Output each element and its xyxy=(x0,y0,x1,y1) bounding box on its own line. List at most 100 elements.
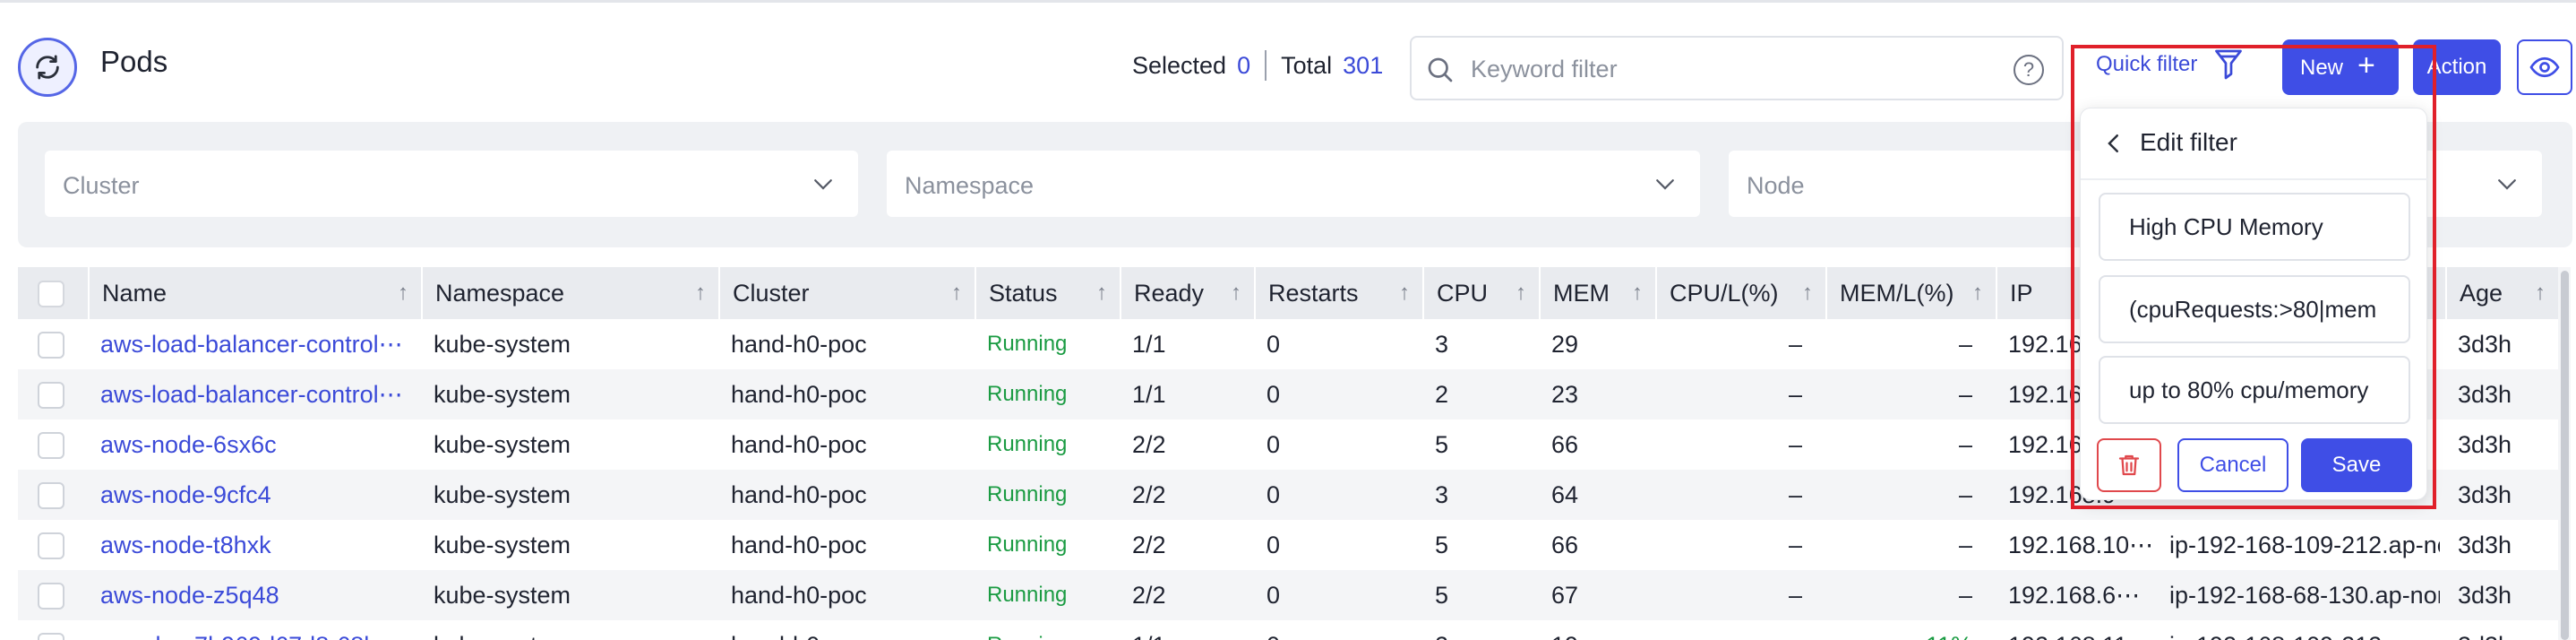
arrow-up-icon[interactable]: ↑ xyxy=(1231,281,1241,305)
column-header-cpu[interactable]: CPU ↑ xyxy=(1422,267,1539,319)
restarts-cell: 0 xyxy=(1267,331,1281,358)
column-header-status[interactable]: Status ↑ xyxy=(975,267,1120,319)
ready-cell: 1/1 xyxy=(1132,620,1249,640)
arrow-up-icon[interactable]: ↑ xyxy=(1516,281,1526,305)
table-row[interactable]: coredns-7b969d67d8-68h kube-system hand-h0… xyxy=(18,620,2558,640)
row-checkbox[interactable] xyxy=(38,382,64,409)
row-checkbox[interactable] xyxy=(38,432,64,459)
refresh-button[interactable] xyxy=(18,38,77,97)
plus-icon: + xyxy=(2357,48,2375,82)
mem-limit-cell: 11% xyxy=(1838,620,1990,640)
new-button[interactable]: New + xyxy=(2282,39,2399,95)
namespace-cell: kube-system xyxy=(434,620,713,640)
pod-name-link[interactable]: aws-node-z5q48 xyxy=(100,582,279,609)
cpu-limit-cell: – xyxy=(1788,381,1802,408)
arrow-up-icon[interactable]: ↑ xyxy=(1802,281,1813,305)
arrow-up-icon[interactable]: ↑ xyxy=(1972,281,1983,305)
restarts-cell: 0 xyxy=(1267,431,1281,458)
cpu-limit-cell: – xyxy=(1788,582,1802,609)
cluster-select[interactable]: Cluster xyxy=(45,151,858,217)
row-checkbox[interactable] xyxy=(38,332,64,359)
filter-description-field[interactable]: up to 80% cpu/memory xyxy=(2099,356,2410,424)
column-header-mem-limit[interactable]: MEM/L(%) ↑ xyxy=(1825,267,1996,319)
node-cell: ip-192-168-109-212.ap-nor xyxy=(2169,620,2440,640)
action-button[interactable]: Action xyxy=(2413,39,2501,95)
ready-cell: 2/2 xyxy=(1132,481,1166,508)
save-button[interactable]: Save xyxy=(2301,438,2412,492)
table-row[interactable]: aws-node-t8hxk kube-system hand-h0-poc Runn… xyxy=(18,520,2558,570)
filter-query-field[interactable]: (cpuRequests:>80|mem xyxy=(2099,275,2410,343)
table-row[interactable]: aws-node-z5q48 kube-system hand-h0-poc Runn… xyxy=(18,570,2558,620)
pod-name-link[interactable]: aws-load-balancer-control⋯ xyxy=(100,331,403,358)
cpu-cell: 5 xyxy=(1435,431,1449,458)
row-checkbox[interactable] xyxy=(38,532,64,559)
column-header-age[interactable]: Age ↑ xyxy=(2445,267,2558,319)
ready-cell: 2/2 xyxy=(1132,431,1166,458)
row-select-cell xyxy=(18,319,88,369)
cancel-button[interactable]: Cancel xyxy=(2177,438,2288,492)
select-all-checkbox[interactable] xyxy=(38,281,64,307)
popover-title: Edit filter xyxy=(2140,128,2237,156)
arrow-up-icon[interactable]: ↑ xyxy=(951,281,962,305)
arrow-up-icon[interactable]: ↑ xyxy=(1096,281,1107,305)
arrow-up-icon[interactable]: ↑ xyxy=(695,281,706,305)
column-header-mem[interactable]: MEM ↑ xyxy=(1539,267,1655,319)
cpu-cell: 2 xyxy=(1435,381,1449,408)
filter-name-field[interactable]: High CPU Memory xyxy=(2099,193,2410,261)
cluster-placeholder: Cluster xyxy=(63,172,140,199)
node-cell: ip-192-168-109-212.ap-nor xyxy=(2169,532,2440,558)
age-cell: 3d3h xyxy=(2458,481,2512,508)
pod-name-link[interactable]: aws-load-balancer-control⋯ xyxy=(100,381,403,408)
top-divider xyxy=(0,0,2576,3)
column-label: CPU xyxy=(1437,280,1489,307)
column-label: MEM/L(%) xyxy=(1840,280,1954,307)
column-header-restarts[interactable]: Restarts ↑ xyxy=(1254,267,1422,319)
help-icon[interactable]: ? xyxy=(2014,55,2044,85)
namespace-cell: kube-system xyxy=(434,481,571,508)
chevron-left-icon[interactable] xyxy=(2100,130,2127,157)
column-header-cluster[interactable]: Cluster ↑ xyxy=(718,267,975,319)
restarts-cell: 0 xyxy=(1267,620,1417,640)
ready-cell: 2/2 xyxy=(1132,582,1166,609)
mem-cell: 19 xyxy=(1551,620,1650,640)
column-header-cpu-limit[interactable]: CPU/L(%) ↑ xyxy=(1655,267,1825,319)
arrow-up-icon[interactable]: ↑ xyxy=(398,281,408,305)
column-header-ip[interactable]: IP xyxy=(1996,267,2157,319)
arrow-up-icon[interactable]: ↑ xyxy=(1632,281,1643,305)
column-header-name[interactable]: Name ↑ xyxy=(88,267,421,319)
page-header: Pods Selected 0 Total 301 Keyword filter… xyxy=(0,18,2576,111)
scrollbar-thumb[interactable] xyxy=(2561,271,2569,640)
namespace-cell: kube-system xyxy=(434,431,571,458)
column-header-namespace[interactable]: Namespace ↑ xyxy=(421,267,718,319)
cpu-cell: 3 xyxy=(1435,481,1449,508)
delete-filter-button[interactable] xyxy=(2097,438,2161,492)
ip-cell: 192.168.11 xyxy=(2008,620,2151,640)
pod-name-link[interactable]: aws-node-6sx6c xyxy=(100,431,277,458)
quick-filter-link[interactable]: Quick filter xyxy=(2096,52,2198,76)
vertical-scrollbar[interactable] xyxy=(2558,267,2571,640)
view-toggle-button[interactable] xyxy=(2517,39,2572,95)
cpu-limit-cell xyxy=(1668,620,1820,640)
funnel-icon[interactable] xyxy=(2212,47,2245,82)
chevron-down-icon xyxy=(1656,179,1674,190)
status-cell: Running xyxy=(987,583,1068,607)
row-select-cell xyxy=(18,620,88,640)
row-checkbox[interactable] xyxy=(38,482,64,509)
arrow-up-icon[interactable]: ↑ xyxy=(2535,281,2546,305)
row-checkbox[interactable] xyxy=(38,583,64,610)
search-input[interactable]: Keyword filter xyxy=(1471,56,1618,82)
new-button-label: New xyxy=(2300,56,2344,80)
namespace-select[interactable]: Namespace xyxy=(887,151,1700,217)
pod-name-link[interactable]: coredns-7b969d67d8-68h xyxy=(100,620,416,640)
ready-cell: 1/1 xyxy=(1132,331,1166,358)
restarts-cell: 0 xyxy=(1267,381,1281,408)
row-checkbox[interactable] xyxy=(38,633,64,640)
pod-name-link[interactable]: aws-node-9cfc4 xyxy=(100,481,271,508)
keyword-search[interactable]: Keyword filter ? xyxy=(1410,36,2064,100)
cpu-cell: 5 xyxy=(1435,582,1449,609)
status-cell: Running xyxy=(987,482,1068,506)
pod-name-link[interactable]: aws-node-t8hxk xyxy=(100,532,271,558)
arrow-up-icon[interactable]: ↑ xyxy=(1399,281,1410,305)
column-label: Cluster xyxy=(733,280,810,307)
column-header-ready[interactable]: Ready ↑ xyxy=(1120,267,1254,319)
